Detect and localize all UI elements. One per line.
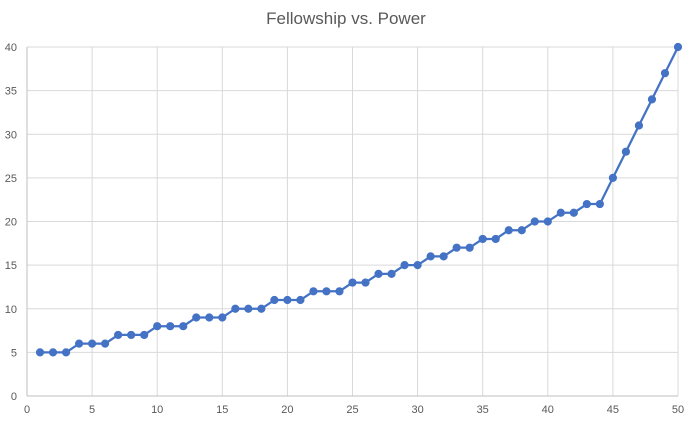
data-point	[543, 217, 552, 226]
data-point	[673, 42, 683, 52]
x-tick-label: 0	[24, 404, 30, 416]
x-tick-label: 30	[411, 404, 423, 416]
data-point	[231, 304, 240, 313]
x-tick-label: 25	[346, 404, 358, 416]
data-point	[374, 269, 383, 278]
data-point	[205, 313, 214, 322]
data-point	[114, 330, 123, 340]
data-point	[35, 348, 45, 357]
data-point	[218, 313, 227, 322]
data-point	[400, 261, 409, 270]
data-point	[309, 287, 318, 296]
data-point	[491, 234, 500, 244]
data-point	[335, 287, 344, 296]
data-point	[88, 339, 97, 348]
y-tick-label: 20	[5, 217, 17, 229]
y-tick-label: 15	[5, 260, 17, 272]
data-point	[192, 313, 201, 322]
data-point	[270, 295, 279, 305]
data-point	[166, 322, 175, 331]
data-point	[556, 208, 565, 217]
data-point	[140, 330, 149, 340]
data-point	[478, 234, 487, 244]
data-point	[504, 226, 513, 235]
x-tick-label: 10	[151, 404, 163, 416]
data-point	[595, 199, 604, 209]
x-tick-label: 15	[216, 404, 228, 416]
y-tick-label: 5	[11, 347, 17, 359]
data-point	[361, 278, 370, 287]
data-point	[74, 339, 84, 348]
x-tick-label: 40	[542, 404, 554, 416]
data-point	[153, 322, 162, 331]
data-point	[608, 173, 618, 182]
data-point	[61, 348, 71, 357]
data-point	[48, 348, 58, 357]
data-point	[283, 295, 292, 305]
x-tick-label: 45	[607, 404, 619, 416]
data-point	[179, 322, 188, 331]
data-point	[621, 147, 631, 156]
series-line	[40, 46, 680, 354]
data-point	[322, 287, 331, 296]
data-point	[530, 217, 539, 226]
data-point	[413, 261, 422, 270]
chart-title: Fellowship vs. Power	[266, 9, 426, 28]
x-tick-label: 5	[89, 404, 95, 416]
data-point	[634, 121, 644, 130]
y-tick-label: 30	[5, 129, 17, 141]
y-tick-label: 40	[5, 42, 17, 54]
data-point	[244, 304, 253, 313]
x-tick-label: 50	[672, 404, 684, 416]
y-tick-label: 35	[5, 86, 17, 98]
data-point	[257, 304, 266, 313]
data-point	[452, 243, 461, 252]
data-point	[127, 330, 136, 340]
data-point	[348, 278, 357, 287]
data-point	[517, 226, 526, 235]
data-point	[426, 252, 435, 261]
y-tick-label: 0	[11, 391, 17, 403]
data-point	[296, 295, 305, 305]
data-point	[439, 252, 448, 261]
data-point	[582, 199, 591, 209]
data-point	[569, 208, 578, 217]
data-point	[647, 95, 657, 104]
data-point	[660, 69, 670, 78]
data-point	[101, 339, 110, 348]
x-tick-label: 20	[281, 404, 293, 416]
data-point	[465, 243, 474, 252]
y-tick-label: 25	[5, 173, 17, 185]
x-tick-label: 35	[477, 404, 489, 416]
y-tick-label: 10	[5, 304, 17, 316]
data-point	[387, 269, 396, 278]
